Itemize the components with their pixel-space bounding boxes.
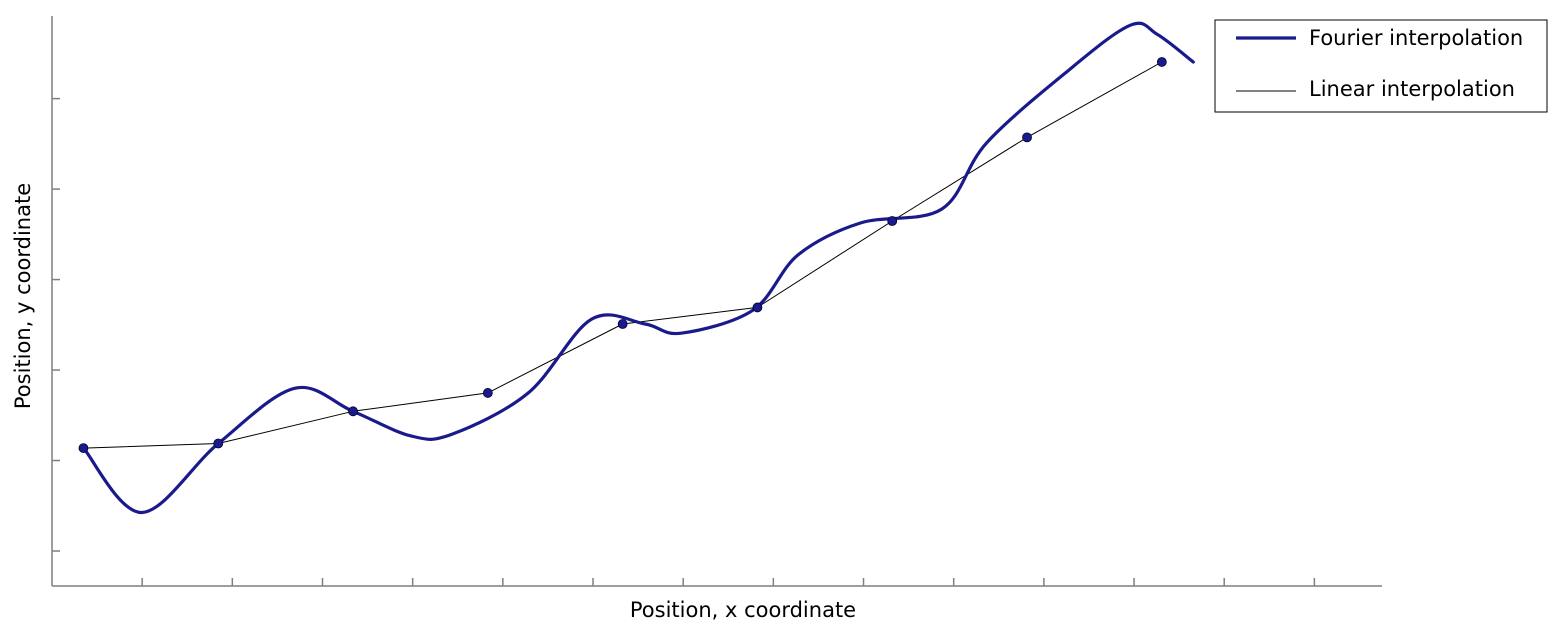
legend-label-fourier: Fourier interpolation bbox=[1309, 26, 1523, 50]
y-axis-title: Position, y coordinate bbox=[11, 183, 35, 409]
data-point bbox=[887, 216, 898, 226]
series-line-linear bbox=[83, 61, 1163, 449]
series-line-fourier bbox=[81, 21, 1195, 515]
data-point bbox=[1022, 132, 1032, 143]
data-point bbox=[482, 388, 493, 398]
series-layer bbox=[81, 21, 1195, 515]
axes bbox=[51, 16, 1382, 587]
y-ticks bbox=[52, 97, 60, 552]
x-axis-title: Position, x coordinate bbox=[630, 598, 856, 622]
points-layer bbox=[78, 57, 1167, 453]
data-point bbox=[78, 443, 89, 453]
data-point bbox=[617, 319, 628, 329]
data-point bbox=[752, 302, 763, 313]
data-point bbox=[348, 406, 358, 417]
data-point bbox=[1156, 57, 1167, 67]
data-point bbox=[213, 438, 224, 449]
legend-label-linear: Linear interpolation bbox=[1309, 77, 1515, 101]
x-ticks bbox=[141, 578, 1316, 586]
legend: Fourier interpolation Linear interpolati… bbox=[1214, 19, 1548, 113]
legend-box bbox=[1214, 19, 1548, 113]
